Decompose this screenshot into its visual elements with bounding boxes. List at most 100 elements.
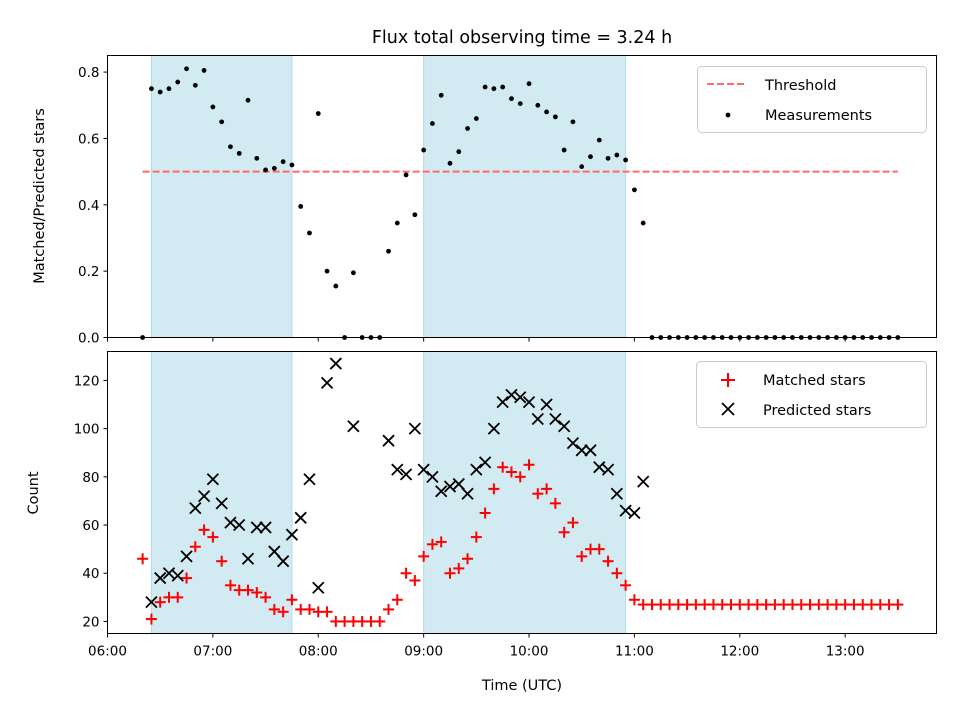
measurement-point [157,89,163,95]
measurement-point [482,84,488,90]
measurement-point [579,164,585,170]
matched-star-point [286,594,298,606]
predicted-star-point [637,475,650,488]
matched-star-point [435,536,447,548]
matched-star-point [523,459,535,471]
measurement-point [333,283,339,289]
x-tick-label: 06:00 [88,644,127,660]
legend-predicted-swatch [721,402,735,416]
chart-title: Flux total observing time = 3.24 h [372,28,672,48]
predicted-star-point [505,388,518,402]
bottom-x-ticks: 06:00 07:00 08:00 09:00 10:00 11:00 12:00 13:00 [88,633,865,660]
measurement-point [535,102,541,108]
matched-star-point [224,579,236,591]
measurement-point [412,212,418,218]
predicted-star-point [470,463,483,476]
measurement-point [394,220,400,226]
predicted-star-point [487,422,501,435]
matched-star-point [277,606,289,618]
bottom-y-tick-label: 20 [82,614,99,630]
top-y-tick-label: 0.2 [78,264,99,280]
measurement-point [509,96,514,102]
x-tick-label: 07:00 [193,644,232,660]
measurement-point [561,147,567,153]
measurement-point [254,155,260,161]
measurement-point [517,101,523,107]
matched-star-point [426,538,438,550]
matched-star-point [479,507,491,519]
predicted-star-point [320,376,334,389]
measurement-point [403,172,409,178]
bottom-y-tick-label: 80 [82,470,99,486]
predicted-star-point [461,487,474,500]
measurement-point [456,149,462,155]
measurement-point [614,152,620,158]
measurement-point [596,137,602,143]
predicted-star-point [549,412,562,426]
matched-star-point [374,615,386,627]
measurement-point [526,81,532,87]
measurement-point [386,248,391,254]
matched-star-point [145,613,157,625]
matched-star-point [189,541,201,553]
bottom-y-tick-label: 40 [82,566,99,582]
predicted-star-point [399,468,413,481]
measurement-point [219,119,225,125]
measurement-point [632,187,637,193]
predicted-star-point [610,487,623,500]
measurement-point [588,154,593,160]
predicted-star-point [224,516,237,529]
matched-star-point [558,526,570,538]
legend-measurements-swatch [725,112,731,118]
matched-star-point [532,488,544,500]
predicted-star-point [215,497,228,510]
matched-star-point [549,497,561,509]
x-tick-label: 11:00 [615,644,654,660]
top-legend: Threshold Measurements [697,66,927,133]
matched-star-point [418,550,430,562]
measurement-point [298,204,304,209]
legend-matched-label: Matched stars [763,373,866,389]
matched-star-point [628,594,640,606]
predicted-star-point [426,470,439,483]
predicted-star-point [294,511,307,524]
matched-star-point [488,483,500,495]
top-y-axis-label: Matched/Predicted stars [32,108,48,284]
predicted-star-point [531,412,544,426]
measurement-point [201,68,207,73]
predicted-star-point [584,444,597,457]
measurement-point [500,84,506,90]
x-axis-label: Time (UTC) [481,678,562,694]
bottom-plot-panel: 20 40 60 80 100 120 06:00 07:00 08:00 09:00 10:00… [26,351,937,694]
predicted-star-point [241,552,255,565]
bottom-y-ticks: 20 40 60 80 100 120 [74,373,108,630]
measurement-point [149,86,154,92]
measurement-point [175,79,181,85]
bottom-y-axis-label: Count [26,471,42,514]
measurement-point [307,230,312,236]
matched-star-point [892,599,904,611]
matched-star-point [409,574,421,586]
predicted-star-point [206,473,220,486]
top-y-tick-label: 0.8 [78,65,99,81]
top-plot-panel: 0.0 0.2 0.4 0.6 0.8 Flux total observing tim… [32,28,937,347]
measurement-point [570,119,576,125]
measurement-point [465,126,470,131]
measurement-point [280,159,286,165]
predicted-star-point [250,521,263,534]
predicted-star-point [435,485,448,498]
top-y-ticks: 0.0 0.2 0.4 0.6 0.8 [78,65,108,347]
shaded-interval [423,55,627,338]
predicted-star-point [189,502,202,515]
matched-star-point [400,567,412,579]
matched-star-point [321,606,333,618]
measurement-point [236,150,242,156]
predicted-star-point [312,581,325,594]
matched-star-point [620,579,632,591]
predicted-star-point [303,473,316,486]
measurement-point [473,116,479,121]
bottom-y-tick-label: 120 [74,373,100,389]
predicted-star-point [417,463,430,476]
top-y-tick-label: 0.0 [78,331,99,347]
predicted-star-point [382,434,395,447]
